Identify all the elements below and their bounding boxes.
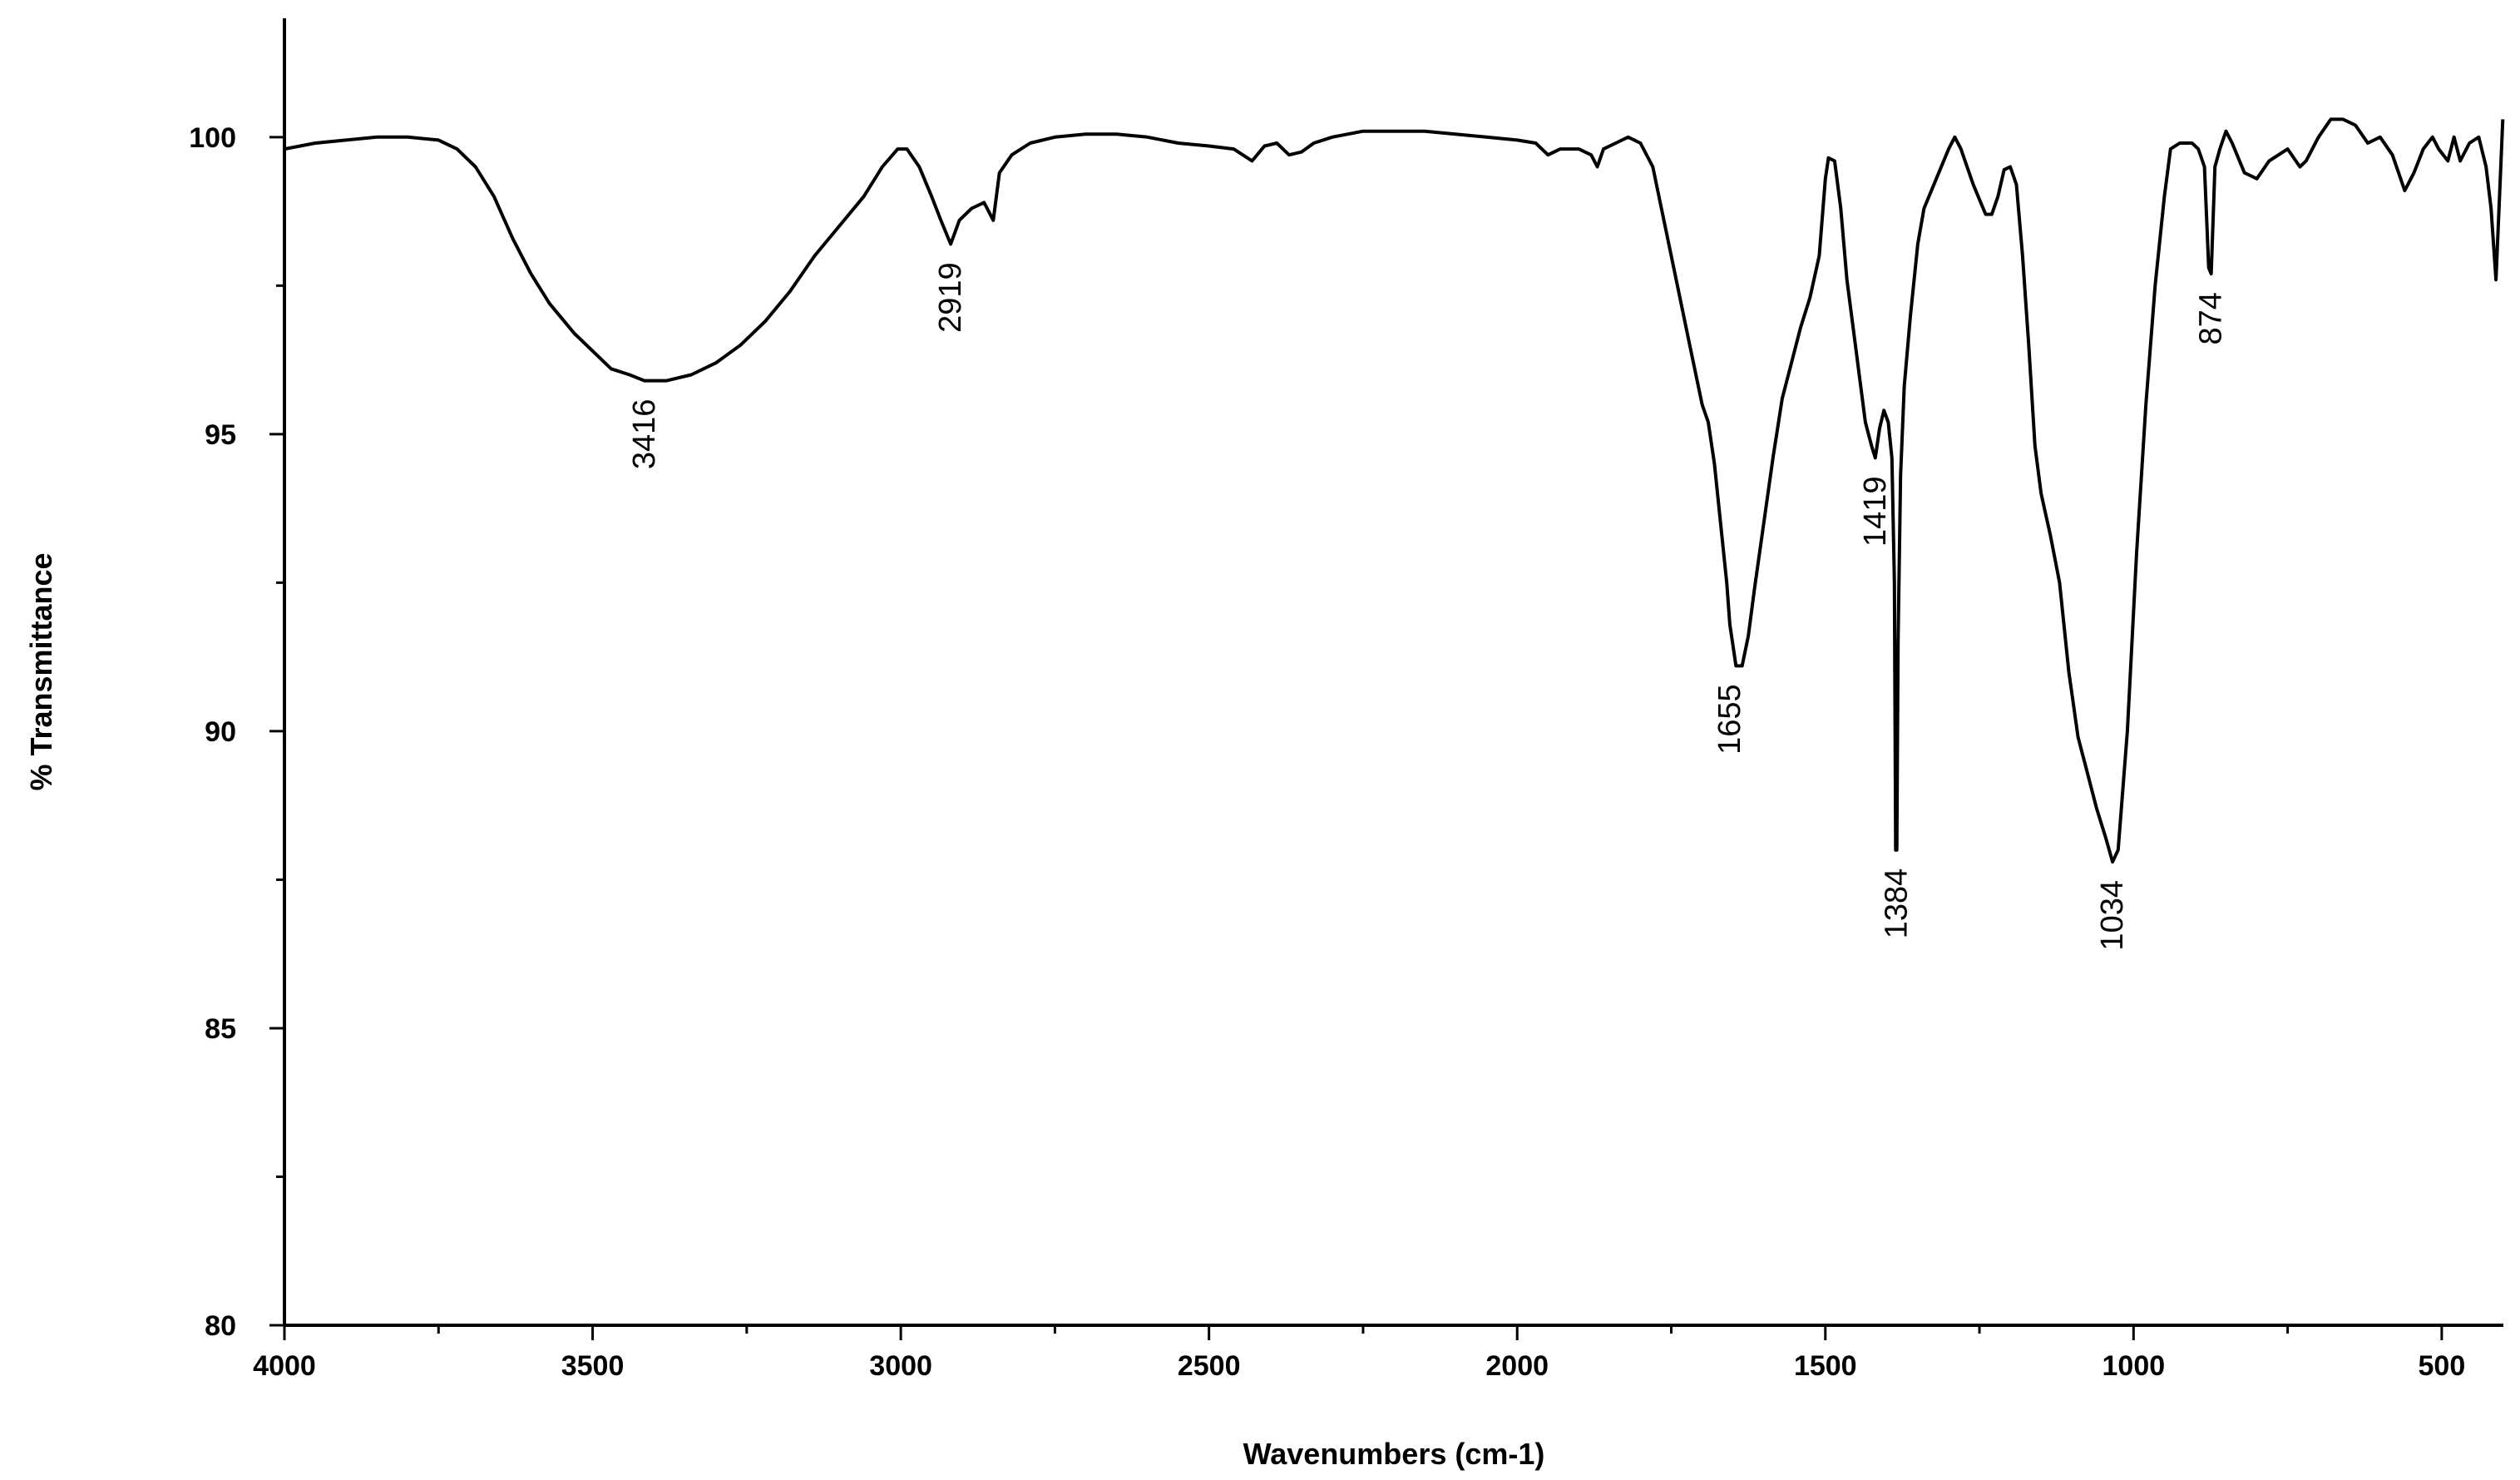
x-tick-label: 500: [2419, 1350, 2466, 1382]
x-tick-label: 4000: [253, 1350, 316, 1382]
plot-frame: [283, 18, 2503, 1327]
peak-label: 1419: [1858, 476, 1893, 547]
y-axis-title: % Transmittance: [24, 552, 58, 790]
x-axis-ticks: 4000 3500 3000 2500 2000 1500 1000 500: [253, 1325, 2465, 1382]
y-tick-label: 95: [205, 419, 236, 451]
peak-label: 1655: [1712, 684, 1747, 755]
y-axis-ticks: 80 85 90 95 100: [189, 122, 284, 1342]
spectrum-line: [284, 117, 2505, 864]
peak-label: 874: [2194, 292, 2229, 344]
peak-label: 3416: [627, 399, 662, 470]
peak-label: 1034: [2095, 880, 2130, 951]
y-tick-label: 80: [205, 1310, 236, 1342]
peak-label: 2919: [933, 262, 968, 333]
x-tick-label: 1500: [1794, 1350, 1857, 1382]
x-tick-label: 1000: [2102, 1350, 2166, 1382]
y-tick-label: 85: [205, 1013, 236, 1045]
x-tick-label: 3000: [869, 1350, 932, 1382]
x-tick-label: 3500: [561, 1350, 625, 1382]
y-tick-label: 100: [189, 122, 236, 154]
peak-label: 1384: [1880, 869, 1915, 939]
x-tick-label: 2500: [1178, 1350, 1241, 1382]
x-tick-label: 2000: [1485, 1350, 1549, 1382]
x-axis-title: Wavenumbers (cm-1): [1243, 1437, 1545, 1471]
y-tick-label: 90: [205, 716, 236, 748]
peak-annotations: 3416 2919 1655 1419 1384 1034 874: [627, 262, 2229, 950]
